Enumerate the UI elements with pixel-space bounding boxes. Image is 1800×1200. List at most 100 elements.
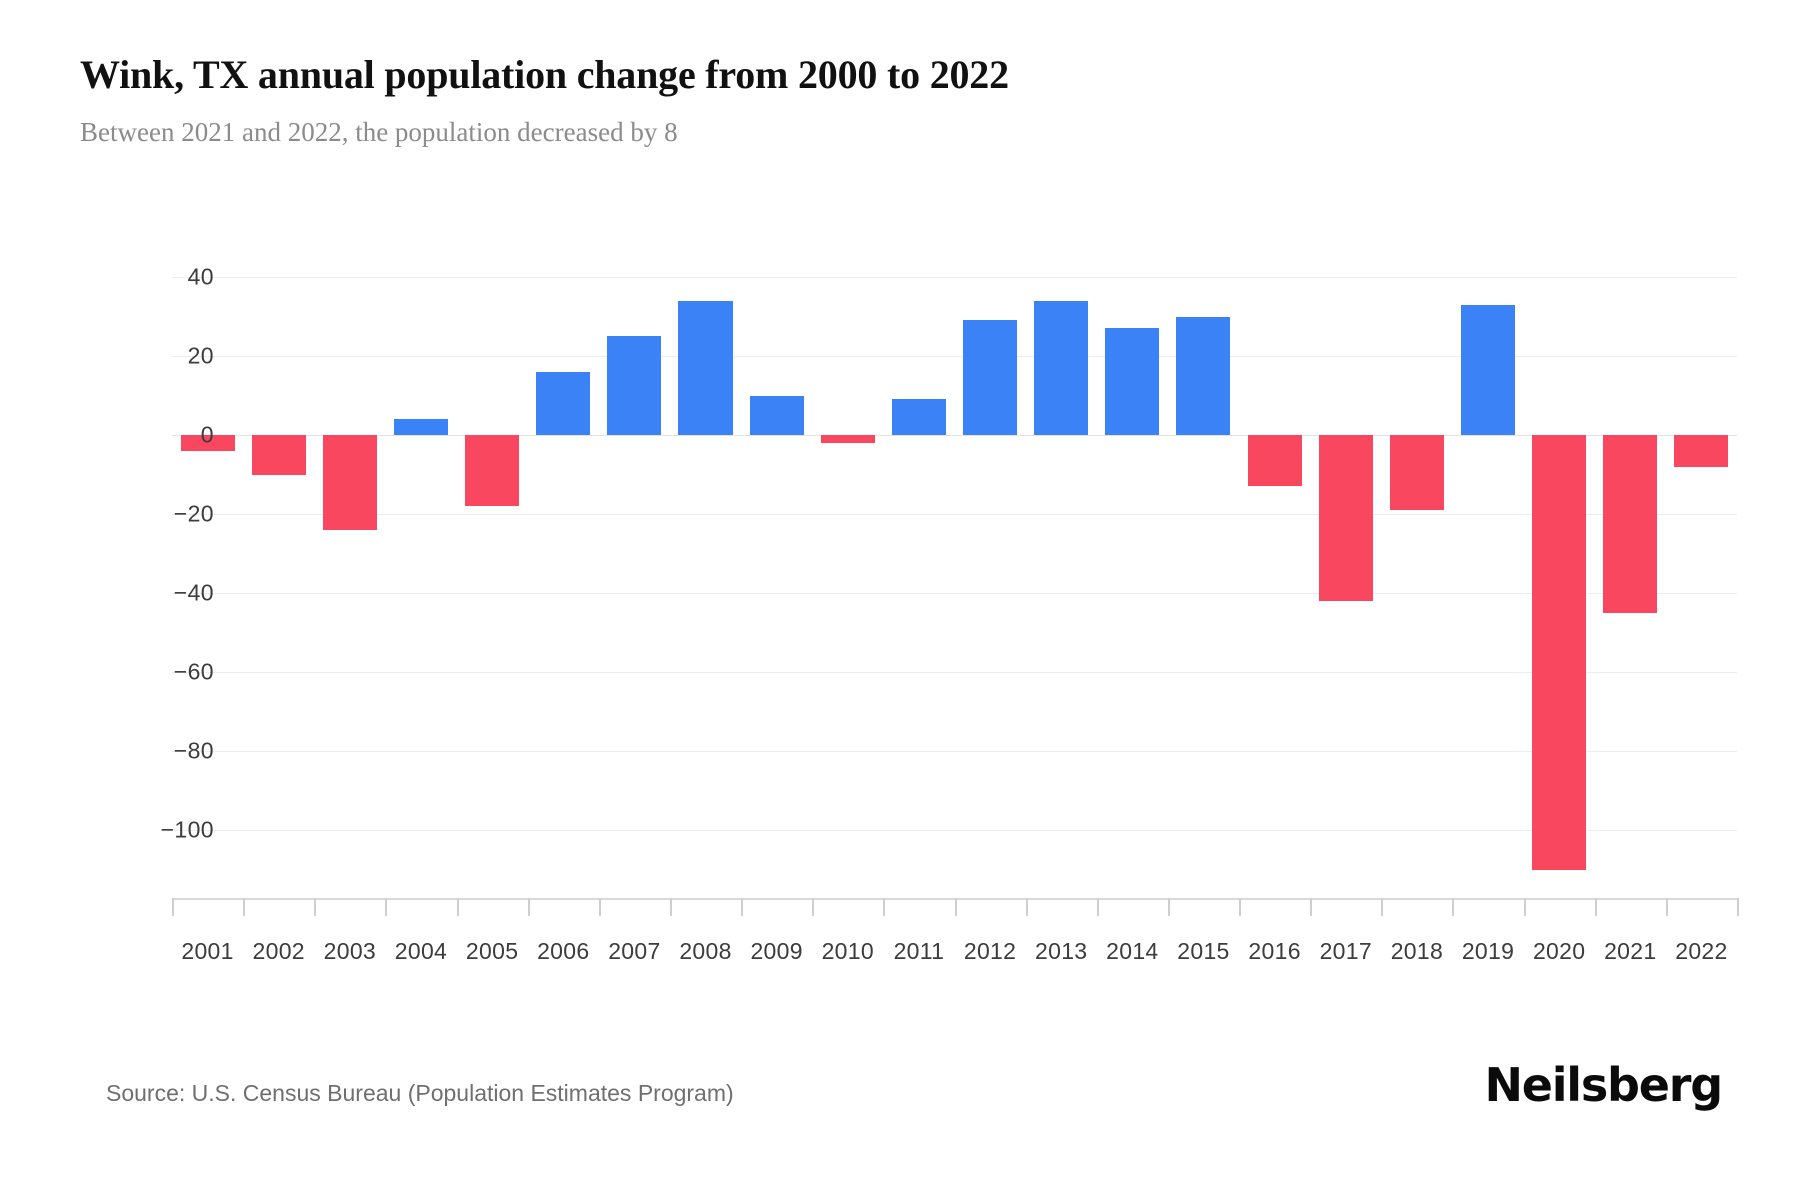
bar-slot [1168,238,1239,898]
bar-slot [741,238,812,898]
x-axis-label-2016: 2016 [1248,938,1301,964]
bar-2019[interactable] [1460,304,1516,435]
x-axis-label-2018: 2018 [1390,938,1444,964]
bar-2010[interactable] [820,435,875,443]
bar-2020[interactable] [1532,435,1587,870]
bar-2016[interactable] [1247,435,1302,487]
x-axis-tick [1523,898,1526,916]
y-axis-tick-label: 0 [200,421,214,448]
bar-2012[interactable] [963,320,1018,435]
y-axis-tick-label: −100 [160,816,214,843]
gridline [172,830,1737,831]
bar-slot [243,238,314,898]
chart-header: Wink, TX annual population change from 2… [80,52,1720,148]
bar-2022[interactable] [1674,435,1729,467]
x-axis-label-2013: 2013 [1035,938,1088,964]
bar-2013[interactable] [1034,300,1089,435]
x-axis-label-2007: 2007 [608,938,661,964]
bar-slot [599,238,670,898]
bar-slot [955,238,1026,898]
bar-slot [1595,238,1666,898]
x-axis-label-2010: 2010 [821,938,874,964]
y-axis-tick-label: 20 [187,342,214,369]
gridline [172,751,1737,752]
x-axis-label-2015: 2015 [1177,938,1230,964]
x-axis-label-2021: 2021 [1604,938,1657,964]
bar-2001[interactable] [180,435,235,451]
y-axis-tick-label: −60 [173,658,214,685]
bar-slot [1381,238,1452,898]
x-axis-label-2011: 2011 [893,938,945,964]
bar-2005[interactable] [465,435,520,507]
x-axis-label-2006: 2006 [537,938,590,964]
x-axis-label-2009: 2009 [750,938,803,964]
x-axis-tick [812,898,815,916]
bar-slot [1239,238,1310,898]
x-axis-tick [1025,898,1028,916]
bar-slot [883,238,954,898]
x-axis-tick [954,898,957,916]
y-axis-tick-label: −40 [173,579,214,606]
x-axis-tick [1381,898,1384,916]
bar-slot [1310,238,1381,898]
x-axis-label-2019: 2019 [1461,938,1515,964]
bar-slot [314,238,385,898]
x-axis-tick [243,898,246,916]
page-title: Wink, TX annual population change from 2… [80,52,1009,97]
x-axis-tick [741,898,744,916]
bar-2014[interactable] [1105,328,1160,435]
x-axis-label-2022: 2022 [1675,938,1728,964]
bar-slot [670,238,741,898]
x-axis-tick [1239,898,1242,916]
x-axis-tick [1594,898,1597,916]
x-axis-label-2014: 2014 [1106,938,1159,964]
x-axis-label-2020: 2020 [1532,938,1586,964]
x-axis-tick [1665,898,1668,916]
x-axis-tick [1096,898,1099,916]
x-axis-tick [598,898,601,916]
y-axis-tick-label: 40 [187,263,214,290]
source-note: Source: U.S. Census Bureau (Population E… [106,1080,734,1106]
bar-slot [812,238,883,898]
x-axis-tick [527,898,530,916]
chart-subtitle: Between 2021 and 2022, the population de… [80,117,678,147]
bar-2007[interactable] [607,336,662,435]
bar-2017[interactable] [1318,435,1373,601]
x-axis-label-2005: 2005 [465,938,519,964]
bar-slot [528,238,599,898]
bar-slot [1666,238,1737,898]
x-axis-label-2012: 2012 [963,938,1017,964]
bar-slot [385,238,456,898]
gridline [172,356,1737,357]
bar-2018[interactable] [1389,435,1444,511]
bar-slot [1026,238,1097,898]
bar-2002[interactable] [251,435,306,475]
x-axis-label-2017: 2017 [1319,938,1372,964]
x-axis-tick [1452,898,1455,916]
y-axis-tick-label: −80 [173,737,214,764]
bar-slot [1452,238,1523,898]
bar-2011[interactable] [891,399,946,435]
bar-slot [1097,238,1168,898]
x-axis-tick [314,898,317,916]
bar-slot [457,238,528,898]
y-axis-tick-label: −20 [173,500,214,527]
bar-2008[interactable] [678,300,733,435]
bar-2006[interactable] [536,371,591,435]
gridline [172,593,1737,594]
x-axis-tick [883,898,886,916]
gridline [172,514,1737,515]
bar-2015[interactable] [1176,316,1231,435]
x-axis-tick [1737,898,1739,916]
bar-2021[interactable] [1603,435,1658,613]
brand-logo: Neilsberg [1484,1058,1723,1112]
bar-2003[interactable] [322,435,377,530]
x-axis-tick [172,898,174,916]
x-axis-label-2008: 2008 [679,938,732,964]
bar-2009[interactable] [749,395,804,435]
x-axis-label-2004: 2004 [394,938,448,964]
x-axis-tick [1310,898,1313,916]
x-axis-tick [1167,898,1170,916]
bar-2004[interactable] [393,419,448,435]
